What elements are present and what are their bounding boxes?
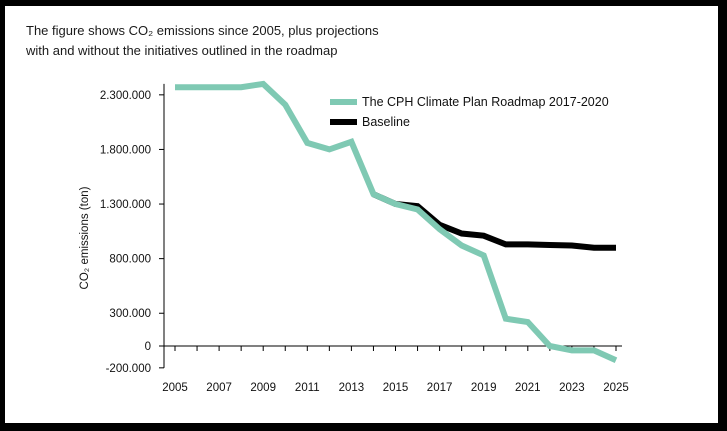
- y-tick-label: 1.300.000: [100, 199, 151, 211]
- series-line: [175, 80, 618, 363]
- y-tick-label: 0: [145, 341, 151, 353]
- x-tick-label: 2007: [206, 382, 232, 394]
- x-tick-label: 2017: [427, 382, 453, 394]
- x-tick-label: 2009: [250, 382, 276, 394]
- x-tick-label: 2023: [559, 382, 585, 394]
- y-tick-label: 300.000: [109, 308, 151, 320]
- series-lines: [175, 80, 618, 363]
- y-axis-title: CO₂ emissions (ton): [79, 186, 91, 289]
- x-axis: 2005 2007 2009 2011 2013 2015 2017 2019 2021 2023…: [162, 345, 629, 394]
- x-tick-label: 2015: [383, 382, 409, 394]
- legend-label: The CPH Climate Plan Roadmap 2017-2020: [362, 95, 609, 109]
- y-tick-label: 2.300.000: [100, 90, 151, 102]
- y-tick-label: -200.000: [106, 363, 151, 375]
- y-tick-label: 800.000: [109, 254, 151, 266]
- x-tick-label: 2013: [339, 382, 365, 394]
- series-line: [372, 191, 616, 251]
- x-tick-label: 2019: [471, 382, 497, 394]
- legend-label: Baseline: [362, 115, 410, 129]
- caption-line-1: The figure shows CO₂ emissions since 200…: [26, 23, 379, 38]
- x-tick-label: 2021: [515, 382, 541, 394]
- y-tick-label: 1.800.000: [100, 144, 151, 156]
- caption-line-2: with and without the initiatives outline…: [26, 43, 338, 58]
- x-tick-label: 2025: [603, 382, 629, 394]
- y-axis: 2.300.000 1.800.000 1.300.000 800.000 300.00…: [100, 83, 165, 375]
- x-tick-label: 2005: [162, 382, 188, 394]
- chart-caption: The figure shows CO₂ emissions since 200…: [26, 21, 666, 61]
- legend: The CPH Climate Plan Roadmap 2017-2020 Ba…: [330, 95, 609, 129]
- x-tick-label: 2011: [295, 382, 320, 394]
